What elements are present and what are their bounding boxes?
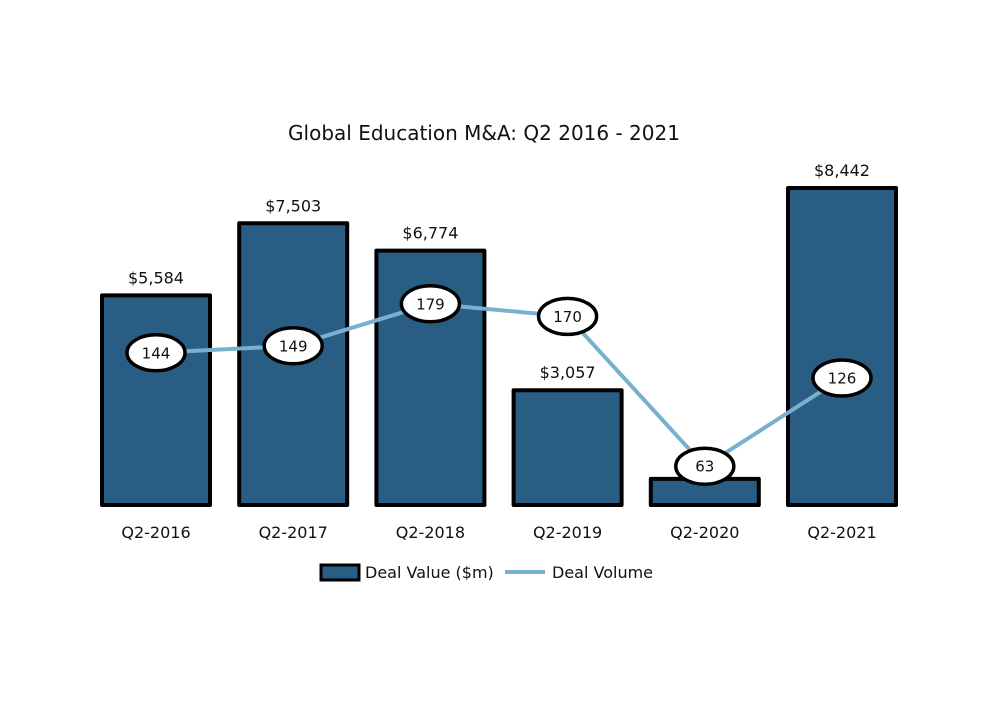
legend-label-deal-volume: Deal Volume bbox=[552, 563, 653, 582]
category-label: Q2-2019 bbox=[533, 523, 602, 542]
bar-q2-2016 bbox=[100, 293, 212, 507]
deal-volume-label: 179 bbox=[416, 295, 445, 313]
bar-value-label: $3,057 bbox=[540, 363, 596, 382]
bar-value-label: $7,503 bbox=[265, 196, 321, 215]
bar-value-label: $5,584 bbox=[128, 268, 184, 287]
legend: Deal Value ($m) Deal Volume bbox=[319, 563, 653, 582]
category-label: Q2-2018 bbox=[396, 523, 465, 542]
bar-q2-2021 bbox=[786, 186, 898, 507]
legend-swatch-deal-value bbox=[319, 563, 361, 582]
bars-group bbox=[100, 186, 898, 508]
deal-volume-marker bbox=[674, 446, 736, 486]
deal-volume-label: 170 bbox=[553, 308, 582, 326]
legend-label-deal-value: Deal Value ($m) bbox=[365, 563, 494, 582]
chart-title: Global Education M&A: Q2 2016 - 2021 bbox=[288, 121, 680, 145]
deal-volume-marker bbox=[811, 358, 873, 398]
deal-volume-group: 144 149 179 170 63 126 bbox=[125, 284, 873, 486]
deal-volume-label: 63 bbox=[695, 458, 714, 476]
deal-volume-marker bbox=[262, 326, 324, 366]
bar-value-label: $6,774 bbox=[402, 224, 458, 243]
category-label: Q2-2021 bbox=[807, 523, 876, 542]
deal-volume-label: 144 bbox=[142, 344, 171, 362]
category-labels-group: Q2-2016 Q2-2017 Q2-2018 Q2-2019 Q2-2020 Q2-20… bbox=[121, 523, 876, 542]
category-label: Q2-2016 bbox=[121, 523, 190, 542]
category-label: Q2-2020 bbox=[670, 523, 739, 542]
deal-volume-label: 126 bbox=[828, 370, 857, 388]
bar-q2-2019 bbox=[511, 388, 624, 507]
deal-volume-marker bbox=[399, 284, 462, 324]
deal-volume-marker bbox=[536, 296, 599, 337]
bar-value-label: $8,442 bbox=[814, 161, 870, 180]
deal-volume-label: 149 bbox=[279, 337, 308, 355]
deal-volume-marker bbox=[125, 333, 187, 373]
category-label: Q2-2017 bbox=[259, 523, 328, 542]
